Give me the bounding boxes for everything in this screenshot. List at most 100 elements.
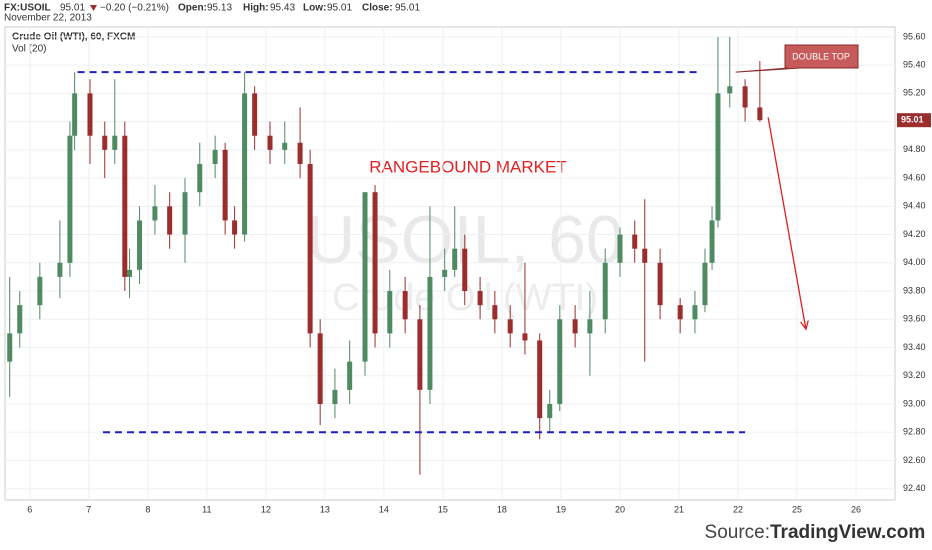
candle-body (572, 319, 578, 334)
y-tick-label: 95.20 (903, 88, 926, 98)
candle-body (17, 305, 23, 334)
candle-body (267, 135, 273, 150)
y-tick-label: 92.60 (903, 455, 926, 465)
x-tick-label: 19 (556, 504, 566, 514)
high-value: 95.43 (270, 3, 295, 14)
y-tick-label: 93.00 (903, 398, 926, 408)
candle-body (537, 340, 543, 419)
y-tick-label: 94.80 (903, 144, 926, 154)
candle-body (307, 163, 313, 334)
x-tick-label: 8 (145, 504, 150, 514)
candle-body (222, 149, 228, 221)
candle-body (677, 305, 683, 320)
candle-body (137, 220, 143, 270)
x-tick-label: 20 (615, 504, 625, 514)
candle-body (197, 163, 203, 193)
low-value: 95.01 (327, 3, 352, 14)
candle-body (692, 305, 698, 320)
x-tick-label: 22 (733, 504, 743, 514)
arrow-head (800, 320, 809, 331)
y-tick-label: 94.60 (903, 172, 926, 182)
candle-body (442, 269, 448, 277)
y-tick-label: 94.00 (903, 257, 926, 267)
arrow-line (767, 117, 807, 330)
y-tick-label: 93.20 (903, 370, 926, 380)
candle-body (67, 135, 73, 263)
open-label: Open: (178, 3, 207, 14)
candle-body (152, 206, 158, 221)
x-tick-label: 15 (438, 504, 448, 514)
y-tick-label: 95.60 (903, 31, 926, 41)
candle-body (462, 248, 468, 292)
candle-body (317, 333, 323, 404)
candle-body (282, 142, 288, 150)
candle-body (727, 86, 733, 94)
candle-body (7, 333, 13, 362)
candle-body (72, 93, 78, 136)
source-prefix: Source: (705, 522, 770, 543)
candle-body (347, 361, 353, 390)
candle-body (742, 86, 748, 108)
open-value: 95.13 (207, 3, 232, 14)
candle-body (252, 93, 258, 136)
y-tick-label: 94.40 (903, 201, 926, 211)
x-tick-label: 11 (202, 504, 211, 514)
candle-body (112, 135, 118, 150)
candle-body (212, 149, 218, 164)
candle-body (417, 319, 423, 390)
candle-body (402, 291, 408, 320)
candle-body (122, 135, 128, 277)
candle-body (702, 262, 708, 306)
candle-body (757, 107, 763, 121)
y-tick-label: 92.40 (903, 483, 926, 493)
last-price-label: 95.01 (901, 115, 924, 125)
range-annotation: RANGEBOUND MARKET (369, 157, 566, 176)
candle-body (709, 220, 715, 263)
x-tick-label: 26 (851, 504, 861, 514)
candle-body (452, 248, 458, 270)
x-tick-label: 25 (792, 504, 802, 514)
candle-body (427, 276, 433, 390)
candle-body (37, 276, 43, 306)
x-tick-label: 14 (379, 504, 389, 514)
candle-body (657, 262, 663, 306)
candle-body (87, 93, 93, 136)
low-label: Low: (303, 3, 326, 14)
volume-label: Vol (20) (12, 44, 46, 55)
candle-body (557, 319, 563, 404)
y-tick-label: 93.80 (903, 285, 926, 295)
candle-body (232, 220, 238, 235)
source-site: TradingView.com (770, 522, 925, 543)
last-price-box (897, 113, 931, 128)
callout-label: DOUBLE TOP (792, 51, 850, 61)
y-tick-label: 93.40 (903, 342, 926, 352)
candle-body (477, 291, 483, 306)
y-tick-label: 92.80 (903, 427, 926, 437)
candle-body (102, 135, 108, 150)
symbol: FX:USOIL (4, 3, 51, 14)
y-tick-label: 93.60 (903, 314, 926, 324)
candle-body (332, 389, 338, 404)
close-label: Close: (362, 3, 393, 14)
x-tick-label: 7 (86, 504, 91, 514)
down-arrow-icon (90, 5, 97, 11)
candle-body (297, 142, 303, 164)
candle-body (587, 319, 593, 334)
change: −0.20 (−0.21%) (100, 3, 169, 14)
candle-body (372, 192, 378, 334)
y-tick-label: 95.40 (903, 59, 926, 69)
candle-body (617, 234, 623, 263)
candle-body (242, 93, 248, 235)
candle-body (632, 234, 638, 249)
callout (735, 44, 859, 73)
x-tick-label: 21 (674, 504, 684, 514)
candle-body (167, 206, 173, 235)
candle-body (522, 333, 528, 341)
candle-body (507, 319, 513, 334)
candle-body (182, 192, 188, 235)
x-tick-label: 18 (497, 504, 507, 514)
candle-body (387, 291, 393, 334)
x-tick-label: 6 (27, 504, 32, 514)
price: 95.01 (60, 3, 85, 14)
